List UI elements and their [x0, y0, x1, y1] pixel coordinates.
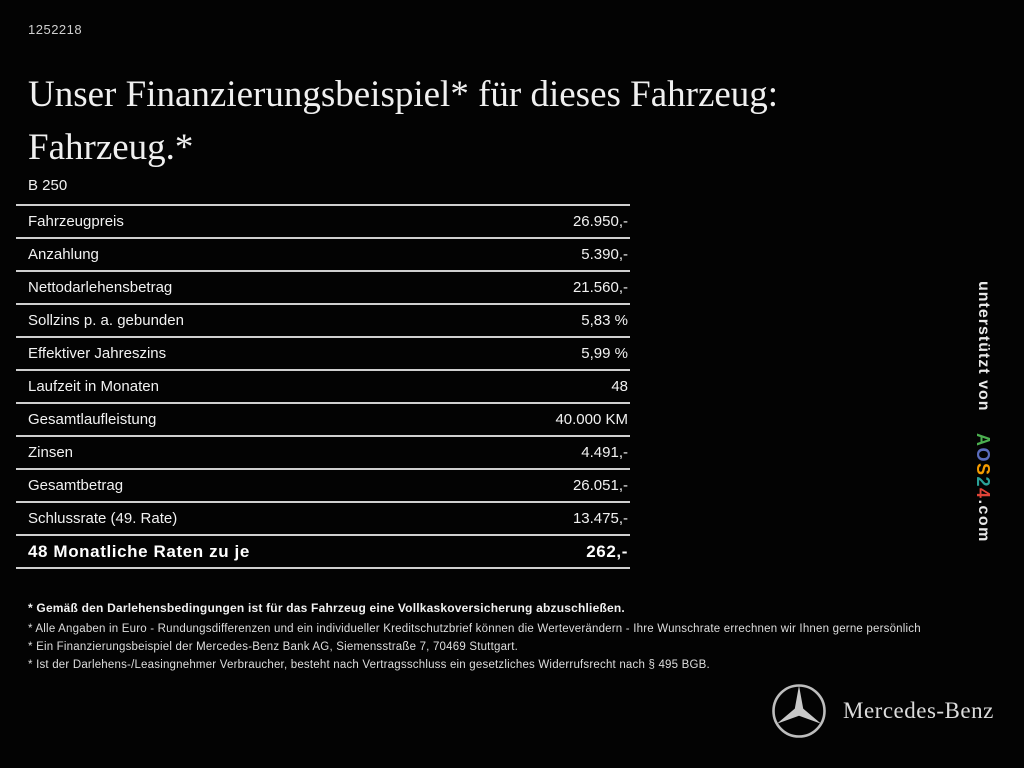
footnotes: * Gemäß den Darlehensbedingungen ist für…	[28, 599, 998, 674]
row-label: Effektiver Jahreszins	[28, 345, 167, 362]
footnote-3: * Ein Finanzierungsbeispiel der Mercedes…	[28, 641, 518, 653]
row-value: 4.491,-	[581, 444, 628, 461]
mercedes-star-icon	[772, 684, 826, 738]
page-title-line1: Unser Finanzierungsbeispiel* für dieses …	[28, 74, 779, 115]
row-label: Laufzeit in Monaten	[28, 378, 159, 395]
table-row: Laufzeit in Monaten 48	[16, 371, 630, 404]
row-value: 48	[611, 378, 628, 395]
page-title-line2: Fahrzeug.*	[28, 127, 194, 168]
page-title: Unser Finanzierungsbeispiel* für dieses …	[28, 68, 978, 174]
row-value: 5.390,-	[581, 246, 628, 263]
table-row: Fahrzeugpreis 26.950,-	[16, 206, 630, 239]
table-row: Gesamtlaufleistung 40.000 KM	[16, 404, 630, 437]
vehicle-model-label: B 250	[28, 177, 68, 194]
table-row: Schlussrate (49. Rate) 13.475,-	[16, 503, 630, 536]
table-row: Zinsen 4.491,-	[16, 437, 630, 470]
row-value: 26.950,-	[572, 213, 628, 230]
table-row: Gesamtbetrag 26.051,-	[16, 470, 630, 503]
row-label: Gesamtlaufleistung	[28, 411, 157, 428]
row-label: Gesamtbetrag	[28, 477, 124, 494]
table-row: Sollzins p. a. gebunden 5,83 %	[16, 305, 630, 338]
brand-footer: Mercedes-Benz	[770, 676, 1020, 746]
aos24-letter: 2	[973, 476, 993, 489]
aos24-letter: S	[973, 463, 993, 477]
row-value: 26.051,-	[572, 477, 628, 494]
supported-by-label: unterstützt von	[975, 281, 992, 412]
row-label: Nettodarlehensbetrag	[28, 279, 173, 296]
row-label: Anzahlung	[28, 246, 99, 263]
row-value: 21.560,-	[572, 279, 628, 296]
row-value: 5,99 %	[581, 345, 628, 362]
table-row: Anzahlung 5.390,-	[16, 239, 630, 272]
offer-id: 1252218	[28, 22, 83, 37]
aos24-letter: 4	[973, 488, 993, 500]
total-row-label: 48 Monatliche Raten zu je	[28, 541, 250, 561]
financing-table: Fahrzeugpreis 26.950,- Anzahlung 5.390,-…	[16, 204, 630, 569]
row-value: 40.000 KM	[555, 411, 628, 428]
mercedes-benz-wordmark: Mercedes-Benz	[843, 698, 994, 723]
aos24-domain-suffix: .com	[975, 499, 992, 543]
footnote-2: * Alle Angaben in Euro - Rundungsdiffere…	[28, 623, 921, 635]
footnote-4: * Ist der Darlehens-/Leasingnehmer Verbr…	[28, 659, 710, 671]
row-value: 13.475,-	[572, 510, 628, 527]
table-row: Nettodarlehensbetrag 21.560,-	[16, 272, 630, 305]
row-label: Fahrzeugpreis	[28, 213, 124, 230]
aos24-letter: O	[973, 447, 993, 464]
row-label: Zinsen	[28, 444, 74, 461]
total-row-value: 262,-	[586, 541, 628, 561]
supported-by-credit: unterstützt von AOS24.com	[972, 281, 993, 581]
row-label: Sollzins p. a. gebunden	[28, 312, 184, 329]
aos24-letter: A	[973, 433, 993, 448]
table-row-total-rate: 48 Monatliche Raten zu je 262,-	[16, 536, 630, 569]
table-row: Effektiver Jahreszins 5,99 %	[16, 338, 630, 371]
row-value: 5,83 %	[581, 312, 628, 329]
aos24-logo: AOS24.com	[973, 433, 993, 543]
footnote-1: * Gemäß den Darlehensbedingungen ist für…	[28, 601, 625, 615]
row-label: Schlussrate (49. Rate)	[28, 510, 178, 527]
